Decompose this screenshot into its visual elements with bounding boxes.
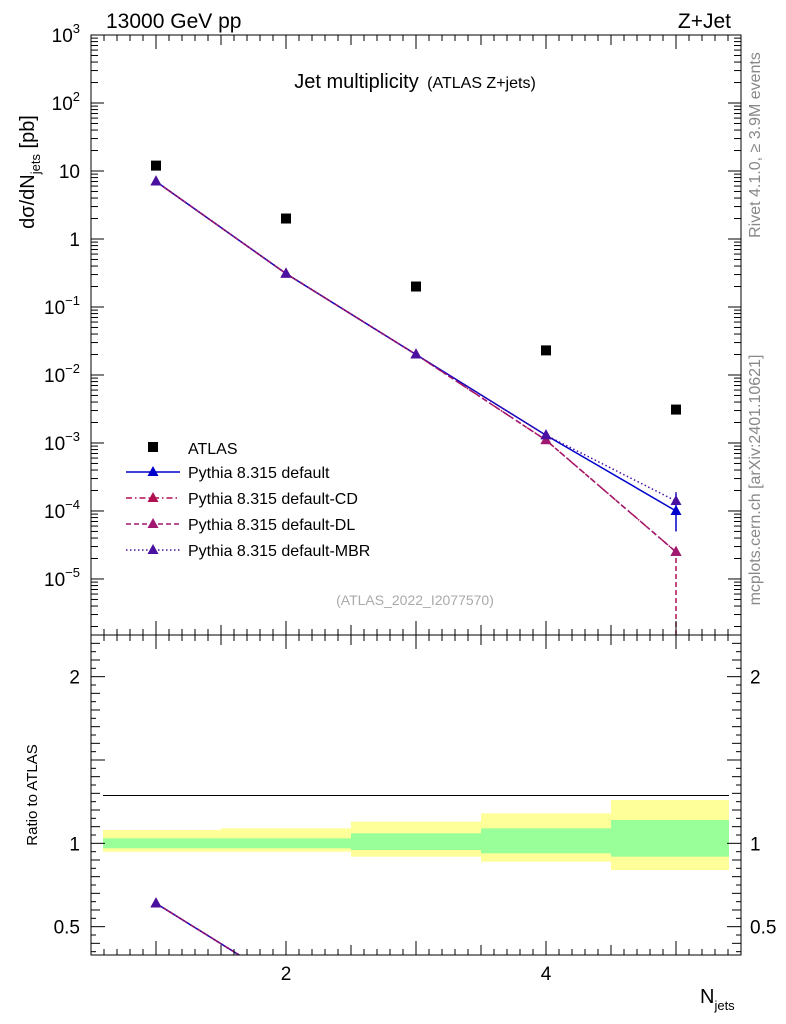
series-1-marker-5	[670, 504, 682, 515]
series-4-marker-5	[670, 495, 682, 506]
y-axis-label-sub: jets	[28, 154, 43, 176]
ratio-tick-label-right-2: 1	[750, 834, 761, 855]
series-line-1	[155, 180, 677, 512]
legend-label-default: Pythia 8.315 default	[188, 465, 330, 482]
ratio-line-3	[155, 902, 241, 955]
legend-label-dl: Pythia 8.315 default-DL	[188, 517, 355, 534]
ratio-stat-band-1	[103, 838, 221, 849]
ratio-line-2	[155, 902, 241, 955]
y-tick-label-6: 10−2	[44, 361, 80, 387]
legend-label-cd: Pythia 8.315 default-CD	[188, 491, 358, 508]
x-axis-label-main: N	[700, 986, 714, 1008]
series-4-marker-1	[150, 175, 162, 186]
ratio-stat-band-2	[221, 838, 351, 849]
ratio-tick-label-left-2: 1	[69, 834, 80, 855]
series-4-marker-2	[280, 267, 292, 278]
x-axis-label-sub: jets	[713, 998, 735, 1013]
legend-label-mbr: Pythia 8.315 default-MBR	[188, 543, 370, 560]
ratio-tick-label-right-3: 0.5	[750, 918, 776, 939]
ratio-tick-label-left-1: 2	[69, 668, 80, 689]
y-tick-label-4: 1	[69, 230, 80, 251]
y-axis-label-main: dσ/dN	[17, 174, 39, 229]
legend-label-atlas: ATLAS	[188, 441, 238, 458]
legend-marker-dl	[147, 518, 159, 528]
y-tick-label-3: 10	[59, 162, 80, 183]
legend-marker-mbr	[147, 544, 159, 554]
side-label-rivet: Rivet 4.1.0, ≥ 3.9M events	[747, 52, 764, 238]
series-3-marker-5	[670, 545, 682, 556]
atlas-point-4	[541, 345, 551, 356]
x-tick-label-1: 2	[281, 964, 292, 985]
ratio-series-group	[150, 897, 241, 955]
chart-title: Jet multiplicity (ATLAS Z+jets)	[294, 71, 536, 93]
y-tick-label-7: 10−3	[44, 429, 80, 455]
ratio-panel: 2 4 2 2 1 1 0.5 0.5	[54, 634, 776, 985]
y-tick-label-1: 103	[52, 21, 80, 47]
y-tick-label-5: 10−1	[44, 293, 80, 319]
y-tick-label-9: 10−5	[44, 565, 80, 591]
atlas-point-3	[411, 281, 421, 292]
analysis-id: (ATLAS_2022_I2077570)	[336, 592, 494, 608]
legend-marker-cd	[147, 492, 159, 502]
ratio-4-marker-1	[150, 897, 162, 908]
series-4-marker-4	[540, 429, 552, 440]
header-left: 13000 GeV pp	[106, 10, 241, 33]
ratio-axis-label: Ratio to ATLAS	[24, 744, 41, 845]
chart-subtitle: (ATLAS Z+jets)	[427, 75, 536, 92]
atlas-point-2	[281, 213, 291, 224]
atlas-point-5	[671, 404, 681, 415]
ratio-stat-band-4	[481, 828, 611, 854]
legend-marker-atlas	[148, 442, 158, 452]
atlas-point-1	[151, 160, 161, 171]
y-tick-label-8: 10−4	[44, 497, 80, 523]
chart-title-main: Jet multiplicity	[294, 71, 418, 93]
ratio-stat-band-5	[611, 820, 729, 857]
series-4-marker-3	[410, 348, 422, 359]
x-tick-label-2: 4	[541, 964, 552, 985]
header-right: Z+Jet	[678, 10, 731, 33]
ratio-tick-label-right-1: 2	[750, 668, 761, 689]
ratio-tick-label-left-3: 0.5	[54, 918, 80, 939]
legend: ATLAS Pythia 8.315 default Pythia 8.315 …	[126, 441, 370, 560]
y-tick-label-2: 102	[52, 89, 80, 115]
legend-marker-default	[147, 466, 159, 476]
y-axis-label: dσ/dNjets [pb]	[17, 115, 43, 229]
ratio-stat-band-3	[351, 833, 481, 850]
x-axis-label: Njets	[700, 986, 735, 1013]
y-axis-label-unit: [pb]	[17, 115, 39, 154]
side-label-mcplots: mcplots.cern.ch [arXiv:2401.10621]	[747, 355, 764, 606]
